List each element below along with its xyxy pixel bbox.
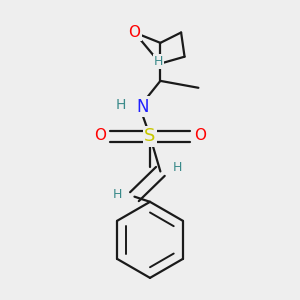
Text: H: H [112,188,122,201]
Text: H: H [154,56,163,68]
Text: O: O [128,25,140,40]
Text: S: S [144,127,156,145]
Text: H: H [173,161,182,175]
Text: N: N [137,98,149,116]
Text: O: O [194,128,206,143]
Text: O: O [94,128,106,143]
Text: H: H [116,98,126,112]
